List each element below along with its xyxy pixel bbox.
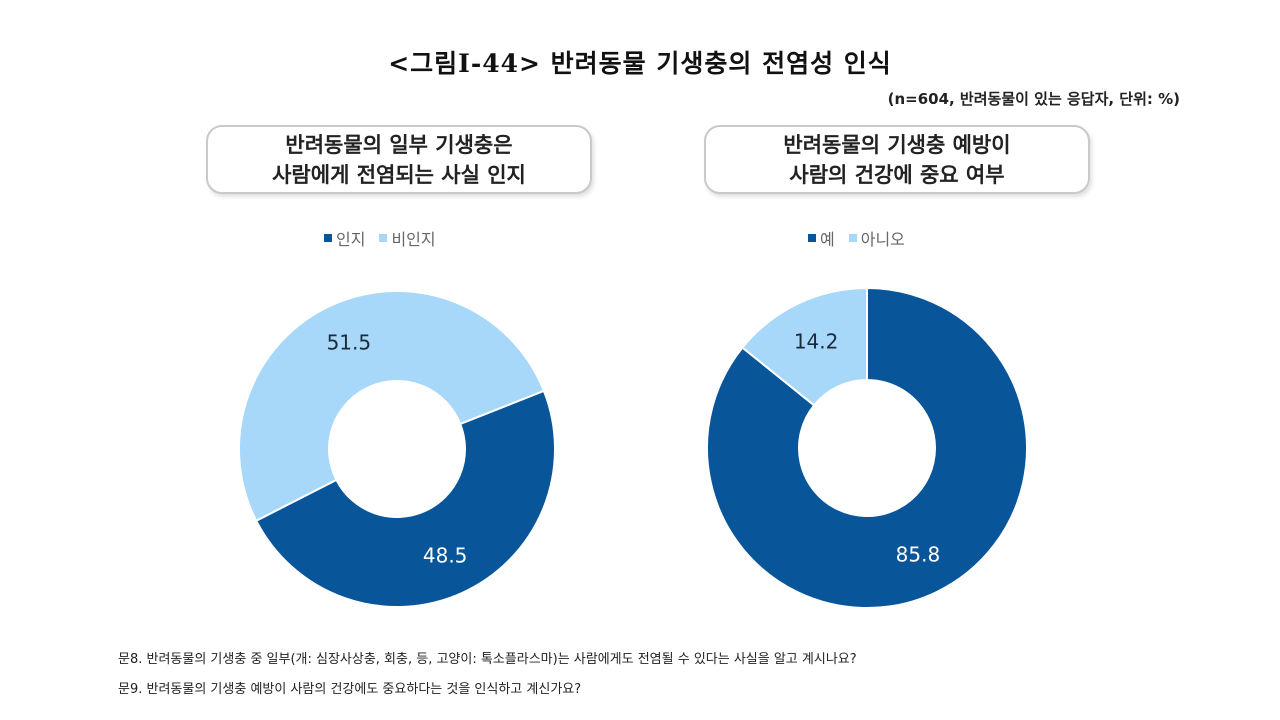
chart-1-title-line-1: 반려동물의 일부 기생충은 bbox=[285, 132, 513, 157]
chart-1-title-box: 반려동물의 일부 기생충은 사람에게 전염되는 사실 인지 bbox=[206, 125, 592, 194]
legend-swatch-light bbox=[379, 234, 388, 242]
legend-swatch-light bbox=[848, 234, 857, 242]
chart-2-title-line-2: 사람의 건강에 중요 여부 bbox=[789, 162, 1005, 187]
footnote-q8: 문8. 반려동물의 기생충 중 일부(개: 심장사상충, 회충, 등, 고양이:… bbox=[118, 652, 857, 667]
chart-1-legend: 인지 비인지 bbox=[324, 226, 436, 250]
sample-note: (n=604, 반려동물이 있는 응답자, 단위: %) bbox=[887, 90, 1180, 108]
chart-2-value-label-1: 85.8 bbox=[896, 542, 941, 566]
legend-label: 아니오 bbox=[860, 230, 905, 249]
figure-title: <그림Ⅰ-44> 반려동물 기생충의 전염성 인식 bbox=[388, 49, 892, 78]
chart-2-legend: 예 아니오 bbox=[808, 226, 905, 250]
legend-label: 비인지 bbox=[391, 230, 436, 249]
legend-item: 비인지 bbox=[379, 226, 436, 250]
legend-item: 아니오 bbox=[848, 226, 905, 250]
chart-1-slice-1 bbox=[254, 389, 556, 608]
chart-1-slice-2 bbox=[238, 290, 546, 523]
chart-2-slice-2 bbox=[741, 286, 868, 407]
chart-1-title-line-2: 사람에게 전염되는 사실 인지 bbox=[272, 162, 526, 187]
chart-2-slice-1 bbox=[706, 286, 1028, 609]
legend-item: 예 bbox=[808, 226, 835, 250]
chart-2-title-box: 반려동물의 기생충 예방이 사람의 건강에 중요 여부 bbox=[704, 125, 1090, 194]
legend-label: 예 bbox=[820, 230, 835, 249]
chart-2-value-label-2: 14.2 bbox=[794, 330, 839, 354]
legend-item: 인지 bbox=[324, 226, 365, 250]
legend-label: 인지 bbox=[336, 230, 366, 249]
chart-1-value-label-2: 51.5 bbox=[327, 330, 372, 354]
chart-1-value-label-1: 48.5 bbox=[423, 544, 468, 568]
legend-swatch-dark bbox=[324, 234, 332, 242]
legend-swatch-dark bbox=[808, 234, 816, 242]
chart-2-title-line-1: 반려동물의 기생충 예방이 bbox=[783, 132, 1011, 157]
footnote-q9: 문9. 반려동물의 기생충 예방이 사람의 건강에도 중요하다는 것을 인식하고… bbox=[118, 682, 582, 697]
